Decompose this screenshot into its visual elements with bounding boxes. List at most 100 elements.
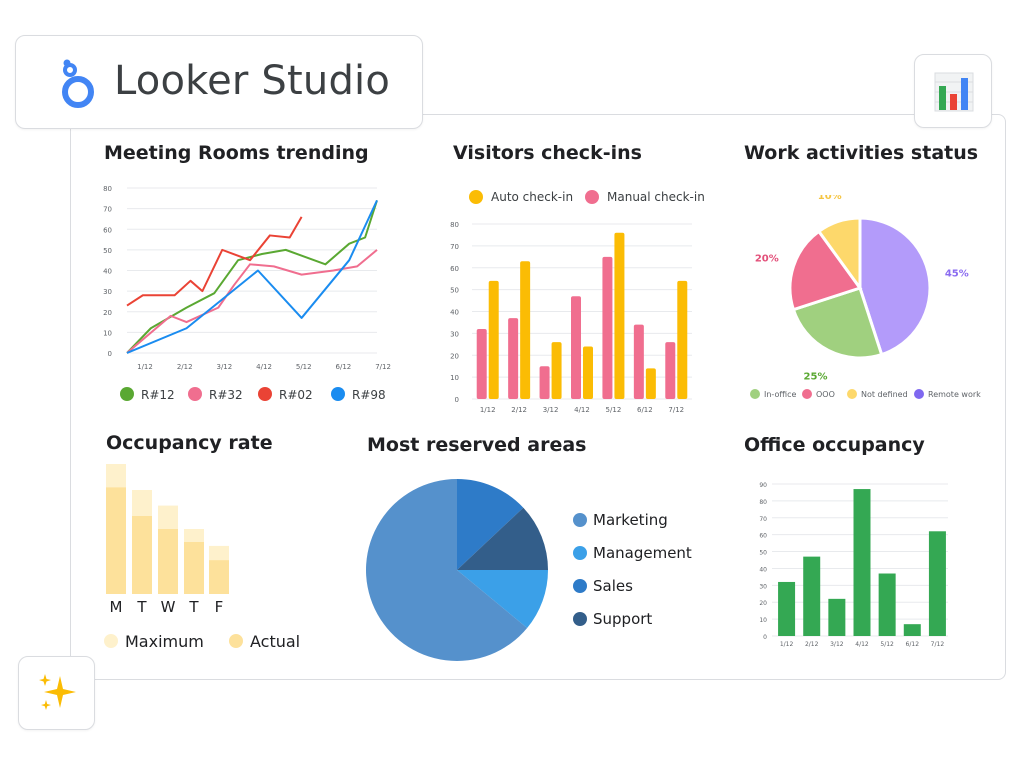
pie-label: 10% xyxy=(818,195,842,202)
x-tick-label: 6/12 xyxy=(637,406,653,414)
x-tick-label: 2/12 xyxy=(177,363,193,371)
meeting-rooms-title: Meeting Rooms trending xyxy=(104,142,369,164)
x-tick-label: 4/12 xyxy=(855,641,869,648)
most-reserved-title: Most reserved areas xyxy=(367,434,587,456)
bar-Auto check-in xyxy=(614,232,625,399)
x-tick-label: F xyxy=(215,598,224,616)
y-tick-label: 10 xyxy=(450,374,459,382)
legend-swatch xyxy=(469,190,483,204)
work-activities-chart: 45% 25% 20% 10% In-office OOO Not defined Remot… xyxy=(750,195,981,399)
bar-Actual xyxy=(132,516,152,594)
legend-label: Maximum xyxy=(125,632,204,651)
legend-label: Not defined xyxy=(861,390,908,399)
x-tick-label: 5/12 xyxy=(296,363,312,371)
y-tick-label: 20 xyxy=(450,352,459,360)
y-tick-label: 90 xyxy=(759,482,767,489)
y-tick-label: 20 xyxy=(103,309,112,317)
pie-slice-Support xyxy=(457,507,548,570)
x-tick-label: W xyxy=(161,598,176,616)
y-tick-label: 60 xyxy=(759,533,767,540)
legend-label: R#02 xyxy=(279,388,313,402)
legend-label: Remote work xyxy=(928,390,981,399)
x-tick-label: 3/12 xyxy=(543,406,559,414)
x-tick-label: 3/12 xyxy=(830,641,844,648)
legend-label: Management xyxy=(593,544,692,562)
bar-Manual check-in xyxy=(508,318,519,399)
bar xyxy=(828,598,846,636)
visitors-chart: 0 10 20 30 40 50 60 70 80 1/12 2/12 3/12 4/12 5/12 6/1… xyxy=(450,190,705,414)
legend-label: R#12 xyxy=(141,388,175,402)
legend-swatch xyxy=(585,190,599,204)
x-tick-label: 1/12 xyxy=(480,406,496,414)
x-tick-label: T xyxy=(136,598,147,616)
y-tick-label: 80 xyxy=(103,185,112,193)
bar-Manual check-in xyxy=(476,329,487,399)
bar xyxy=(803,556,821,636)
legend-swatch xyxy=(120,387,134,401)
y-tick-label: 40 xyxy=(759,566,767,573)
legend-label: OOO xyxy=(816,390,835,399)
y-tick-label: 30 xyxy=(450,330,459,338)
bar-Actual xyxy=(158,529,178,594)
x-tick-label: 7/12 xyxy=(375,363,391,371)
y-tick-label: 30 xyxy=(759,583,767,590)
legend-swatch xyxy=(188,387,202,401)
bar xyxy=(928,531,946,636)
visitors-title: Visitors check-ins xyxy=(453,142,642,164)
pie-slice-Remote work xyxy=(858,216,932,357)
bar xyxy=(878,573,896,636)
y-tick-label: 80 xyxy=(759,499,767,506)
y-tick-label: 10 xyxy=(103,329,112,337)
y-tick-label: 0 xyxy=(455,396,459,404)
x-tick-label: 7/12 xyxy=(668,406,684,414)
y-tick-label: 80 xyxy=(450,221,459,229)
legend-swatch xyxy=(847,389,857,399)
pie-label: 45% xyxy=(945,269,969,280)
bar-chart-icon xyxy=(934,72,974,112)
brand-title: Looker Studio xyxy=(114,58,391,104)
legend-label: R#98 xyxy=(352,388,386,402)
bar-Manual check-in xyxy=(665,342,676,399)
legend-swatch xyxy=(104,634,118,648)
work-activities-title: Work activities status xyxy=(744,142,979,164)
series-line-R#12 xyxy=(126,200,378,354)
chart-icon-button[interactable] xyxy=(914,54,992,128)
legend-swatch xyxy=(802,389,812,399)
x-tick-label: T xyxy=(188,598,199,616)
legend-swatch xyxy=(331,387,345,401)
x-tick-label: 2/12 xyxy=(511,406,527,414)
bar-Actual xyxy=(106,487,126,594)
legend-swatch xyxy=(914,389,924,399)
brand-card: Looker Studio xyxy=(15,35,423,129)
y-tick-label: 70 xyxy=(103,206,112,214)
series-line-R#02 xyxy=(126,216,303,307)
x-tick-label: 5/12 xyxy=(880,641,894,648)
bar-Auto check-in xyxy=(645,368,656,399)
y-tick-label: 0 xyxy=(763,634,767,641)
x-tick-label: 6/12 xyxy=(906,641,920,648)
bar-Auto check-in xyxy=(488,280,499,399)
bar xyxy=(778,581,796,636)
y-tick-label: 50 xyxy=(103,247,112,255)
y-tick-label: 20 xyxy=(759,600,767,607)
bar-Manual check-in xyxy=(602,256,613,399)
y-tick-label: 40 xyxy=(103,268,112,276)
bar-Auto check-in xyxy=(520,261,531,399)
y-tick-label: 30 xyxy=(103,288,112,296)
ai-assist-button[interactable] xyxy=(18,656,95,730)
pie-slice-Management xyxy=(457,570,548,629)
y-tick-label: 50 xyxy=(759,550,767,557)
bar-Manual check-in xyxy=(633,324,644,399)
x-tick-label: 2/12 xyxy=(805,641,819,648)
x-tick-label: 6/12 xyxy=(336,363,352,371)
legend-label: In-office xyxy=(764,390,796,399)
bar-Auto check-in xyxy=(583,346,593,399)
y-tick-label: 10 xyxy=(759,617,767,624)
x-tick-label: 4/12 xyxy=(574,406,590,414)
legend-label: Actual xyxy=(250,632,300,651)
x-tick-label: 3/12 xyxy=(216,363,232,371)
y-tick-label: 70 xyxy=(450,243,459,251)
occupancy-rate-title: Occupancy rate xyxy=(106,432,273,454)
x-tick-label: 1/12 xyxy=(137,363,153,371)
bar xyxy=(853,489,871,636)
